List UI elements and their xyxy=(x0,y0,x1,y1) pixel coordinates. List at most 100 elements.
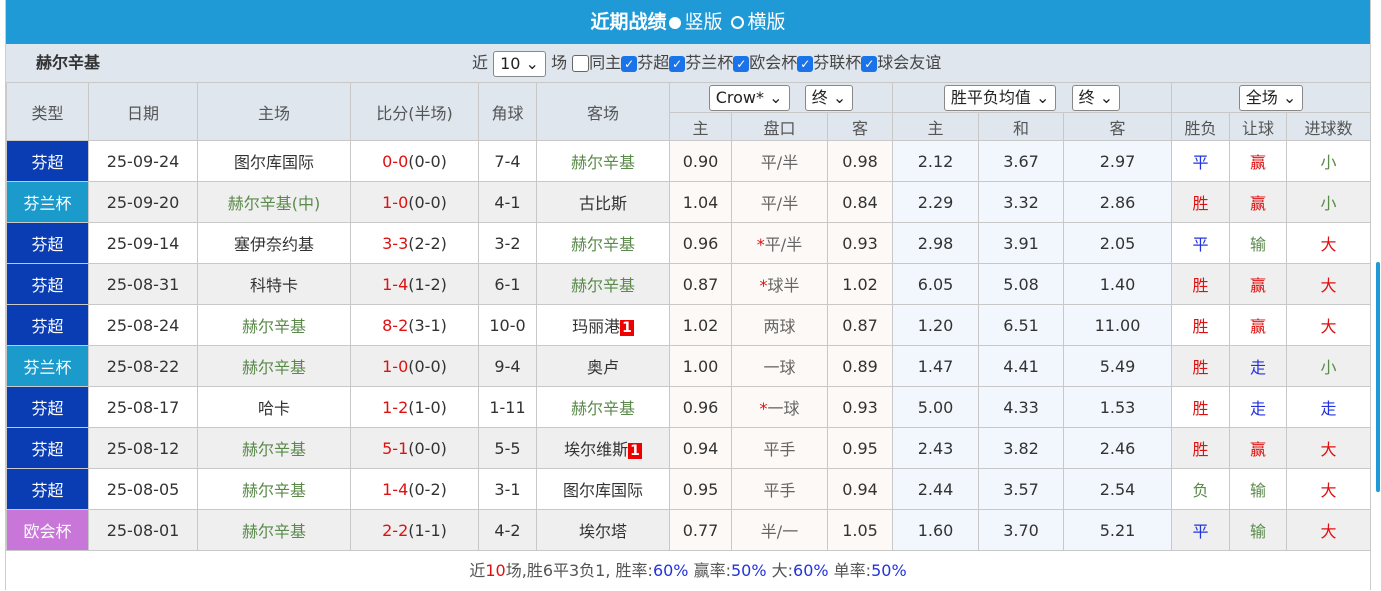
avg-loss: 11.00 xyxy=(1063,304,1173,346)
league-type[interactable]: 芬超 xyxy=(6,386,89,428)
score[interactable]: 1-0(0-0) xyxy=(350,345,479,387)
away-team-name: 古比斯 xyxy=(578,194,627,213)
col-type: 类型 xyxy=(6,82,89,141)
score[interactable]: 3-3(2-2) xyxy=(350,222,479,264)
league-type[interactable]: 芬兰杯 xyxy=(6,181,89,223)
handicap-result: 赢 xyxy=(1229,427,1288,469)
company-select[interactable]: Crow* ⌄ xyxy=(708,84,790,111)
col-away: 客场 xyxy=(536,82,670,141)
away-team[interactable]: 玛丽港 1 xyxy=(536,304,670,346)
home-team[interactable]: 图尔库国际 xyxy=(197,140,351,182)
table-row: 芬超 25-08-24 赫尔辛基 8-2(3-1) 10-0 玛丽港 1 1.02… xyxy=(6,304,1372,346)
match-date: 25-08-24 xyxy=(88,304,198,346)
radio-vertical[interactable] xyxy=(669,16,682,29)
league-type[interactable]: 芬超 xyxy=(6,468,89,510)
league-checkbox[interactable]: ✓ xyxy=(669,55,686,72)
home-team[interactable]: 赫尔辛基 xyxy=(197,468,351,510)
half-score: (2-2) xyxy=(408,233,447,253)
league-type[interactable]: 芬超 xyxy=(6,427,89,469)
same-home-checkbox[interactable] xyxy=(572,55,590,72)
score[interactable]: 1-4(1-2) xyxy=(350,263,479,305)
away-team[interactable]: 古比斯 xyxy=(536,181,670,223)
score[interactable]: 5-1(0-0) xyxy=(350,427,479,469)
league-label: 球会友谊 xyxy=(877,53,942,72)
league-checkbox[interactable]: ✓ xyxy=(861,55,878,72)
away-team[interactable]: 赫尔辛基 xyxy=(536,222,670,264)
home-team[interactable]: 塞伊奈约基 xyxy=(197,222,351,264)
match-date: 25-08-12 xyxy=(88,427,198,469)
league-type[interactable]: 欧会杯 xyxy=(6,509,89,551)
goals-result: 小 xyxy=(1286,140,1372,182)
full-score: 2-2 xyxy=(382,520,409,540)
handicap-value: 半/一 xyxy=(760,522,799,541)
away-team[interactable]: 赫尔辛基 xyxy=(536,263,670,305)
radio-horizontal[interactable] xyxy=(730,16,744,29)
away-team[interactable]: 埃尔维斯 1 xyxy=(536,427,670,469)
full-score: 1-4 xyxy=(382,274,409,294)
league-checkbox[interactable]: ✓ xyxy=(621,55,638,72)
home-team[interactable]: 哈卡 xyxy=(197,386,351,428)
score[interactable]: 8-2(3-1) xyxy=(350,304,479,346)
home-team-name: 赫尔辛基 xyxy=(241,522,306,541)
league-checkbox[interactable]: ✓ xyxy=(797,55,814,72)
league-label: 芬超 xyxy=(637,53,670,72)
handicap-value: 两球 xyxy=(763,317,796,336)
score[interactable]: 1-2(1-0) xyxy=(350,386,479,428)
subcol-header: 胜负 xyxy=(1171,112,1231,141)
home-odds: 1.00 xyxy=(669,345,732,387)
league-type[interactable]: 芬超 xyxy=(6,304,89,346)
match-count-select[interactable]: 10 ⌄ xyxy=(493,50,546,77)
avg-draw: 3.67 xyxy=(978,140,1065,182)
league-type[interactable]: 芬超 xyxy=(6,222,89,264)
home-team[interactable]: 赫尔辛基(中) xyxy=(197,181,351,223)
avg-stage-select[interactable]: 终 ⌄ xyxy=(1071,84,1121,111)
score[interactable]: 1-0(0-0) xyxy=(350,181,479,223)
result: 平 xyxy=(1171,509,1231,551)
home-team[interactable]: 赫尔辛基 xyxy=(197,509,351,551)
scrollbar[interactable] xyxy=(1376,262,1380,492)
home-team-name: 赫尔辛基 xyxy=(241,481,306,500)
summary: 近10场,胜6平3负1, 胜率:60% 赢率:50% 大:60% 单率:50% xyxy=(6,551,1370,591)
away-team[interactable]: 埃尔塔 xyxy=(536,509,670,551)
table-row: 芬超 25-08-12 赫尔辛基 5-1(0-0) 5-5 埃尔维斯 1 0.94… xyxy=(6,427,1372,469)
table-row: 芬兰杯 25-09-20 赫尔辛基(中) 1-0(0-0) 4-1 古比斯 1.… xyxy=(6,181,1372,223)
radio-horizontal-label[interactable]: 横版 xyxy=(747,11,786,33)
away-team[interactable]: 奥卢 xyxy=(536,345,670,387)
home-team[interactable]: 赫尔辛基 xyxy=(197,304,351,346)
score[interactable]: 2-2(1-1) xyxy=(350,509,479,551)
company-stage-select[interactable]: 终 ⌄ xyxy=(804,84,854,111)
league-type[interactable]: 芬兰杯 xyxy=(6,345,89,387)
score[interactable]: 0-0(0-0) xyxy=(350,140,479,182)
radio-vertical-label[interactable]: 竖版 xyxy=(684,11,723,33)
handicap-value: 平/半 xyxy=(760,153,799,172)
league-type[interactable]: 芬超 xyxy=(6,140,89,182)
home-team[interactable]: 科特卡 xyxy=(197,263,351,305)
league-label: 欧会杯 xyxy=(749,53,798,72)
home-team[interactable]: 赫尔辛基 xyxy=(197,427,351,469)
league-checkbox[interactable]: ✓ xyxy=(733,55,750,72)
half-score: (0-0) xyxy=(408,192,447,212)
half-score: (1-2) xyxy=(408,274,447,294)
subcol-header: 客 xyxy=(1063,112,1173,141)
same-home-label: 同主 xyxy=(589,53,622,72)
avg-draw: 3.57 xyxy=(978,468,1065,510)
corners: 7-4 xyxy=(478,140,537,182)
away-odds: 0.98 xyxy=(826,140,894,182)
league-type[interactable]: 芬超 xyxy=(6,263,89,305)
scope-select[interactable]: 全场 ⌄ xyxy=(1238,84,1304,111)
home-team-name: 哈卡 xyxy=(257,399,290,418)
half-score: (0-0) xyxy=(408,438,447,458)
avg-select[interactable]: 胜平负均值 ⌄ xyxy=(943,84,1057,111)
away-team[interactable]: 图尔库国际 xyxy=(536,468,670,510)
away-team[interactable]: 赫尔辛基 xyxy=(536,140,670,182)
home-odds: 0.96 xyxy=(669,222,732,264)
score[interactable]: 1-4(0-2) xyxy=(350,468,479,510)
full-score: 5-1 xyxy=(382,438,409,458)
match-count-value: 10 xyxy=(500,53,521,73)
summary-text: 场,胜6平3负1, 胜率: xyxy=(505,561,653,580)
home-team[interactable]: 赫尔辛基 xyxy=(197,345,351,387)
half-score: (0-0) xyxy=(408,356,447,376)
result: 胜 xyxy=(1171,345,1231,387)
away-team[interactable]: 赫尔辛基 xyxy=(536,386,670,428)
avg-value: 胜平负均值 xyxy=(950,87,1031,107)
